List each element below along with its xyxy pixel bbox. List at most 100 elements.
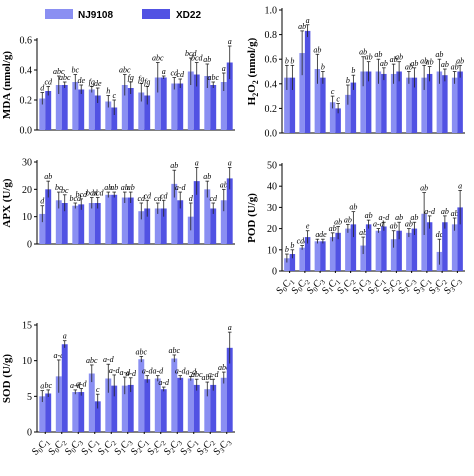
pod-sig-letter: ab [410,213,418,222]
h2o2-sig-letter: ab [441,60,449,69]
pod-sig-letter: ab [334,217,342,226]
apx-bar-xd22 [61,203,68,244]
apx-bar-xd22 [144,208,151,244]
pod-bar-nj9108 [314,241,321,271]
apx-sig-letter: bc [61,186,69,195]
h2o2-bar-xd22 [426,73,433,133]
sod-bar-nj9108 [39,396,46,432]
mda-bar-xd22 [127,88,134,130]
mda-bar-nj9108 [105,101,112,130]
h2o2-sig-letter: ab [451,63,459,72]
pod-xtick-label: S3C2 [427,275,449,297]
sod-sig-letter: c [96,385,100,394]
h2o2-sig-letter: ab [359,48,367,57]
sod-ytick-label: 5 [27,392,32,403]
apx-sig-letter: cd [209,194,218,203]
pod-xtick-label: S2C2 [381,275,403,297]
mda-sig-letter: abc [207,73,219,82]
apx-sig-letter: cd [137,194,146,203]
pod-xtick-label: S1C1 [320,275,342,297]
mda-bar-nj9108 [121,85,128,130]
sod-bar-nj9108 [220,377,227,432]
sod-xtick-label: S0C1 [30,436,52,458]
h2o2-bar-xd22 [304,30,311,133]
h2o2-sig-letter: ab [390,55,398,64]
apx-ytick-label: 10 [22,212,32,223]
h2o2-bar-nj9108 [390,73,397,133]
apx-bar-xd22 [94,203,101,244]
h2o2-bar-xd22 [320,77,326,133]
mda-sig-letter: fg [89,78,95,87]
mda-bar-nj9108 [88,89,95,130]
h2o2-sig-letter: c [336,94,340,103]
mda-bar-xd22 [45,91,52,130]
pod-ytick-label: 20 [267,224,277,235]
mda-sig-letter: c [112,91,116,100]
pod-sig-letter: ab [349,203,357,212]
h2o2-bar-nj9108 [360,71,366,133]
sod-sig-letter: a-d [125,369,137,378]
apx-bar-nj9108 [171,183,178,244]
mda-sig-letter: bc [71,66,79,75]
pod-sig-letter: e [306,222,310,231]
mda-sig-letter: fg [128,73,134,82]
sod-sig-letter: abc [168,346,180,355]
sod-sig-letter: a-d [175,367,187,376]
sod-bar-nj9108 [105,378,112,432]
apx-ytick-label: 20 [22,185,32,196]
sod-sig-letter: a-d [152,367,164,376]
apx-sig-letter: cd [154,194,163,203]
pod-sig-letter: b [285,245,289,254]
h2o2-sig-letter: ab [420,56,428,65]
sod-bar-xd22 [61,344,68,432]
apx-bar-nj9108 [121,197,128,244]
sod-sig-letter: abc [86,356,98,365]
pod-ytick-label: 50 [267,161,277,172]
h2o2-sig-letter: ab [365,53,373,62]
pod-xtick-label: S0C3 [305,275,327,297]
pod-sig-letter: ab [395,213,403,222]
sod-sig-letter: a-d [53,351,65,360]
sod-bar-xd22 [193,384,200,432]
pod-sig-letter: a [458,181,462,190]
pod-bar-xd22 [411,228,418,271]
pod-sig-letter: dc [436,230,444,239]
h2o2-ytick-label: 0.0 [265,129,278,140]
mda-sig-letter: cd [176,70,185,79]
pod-ytick-label: 10 [267,245,277,256]
h2o2-ytick-label: 0.2 [265,104,278,115]
apx-bar-nj9108 [88,203,95,244]
pod-xtick-label: S0C1 [274,275,296,297]
h2o2-sig-letter: b [290,56,294,65]
apx-sig-letter: bcd [92,189,105,198]
mda-ytick-label: 0.2 [20,96,33,107]
mda-sig-letter: fg [138,75,144,84]
pod-sig-letter: b [290,241,294,250]
mda-bar-xd22 [111,107,118,130]
mda-sig-letter: bcd [185,49,198,58]
pod-sig-letter: a [315,230,319,239]
apx-bar-nj9108 [154,208,161,244]
pod-sig-letter: ab [344,215,352,224]
legend-label-xd22: XD22 [176,10,201,21]
sod-bar-nj9108 [187,378,194,432]
mda-sig-letter: abc [152,54,164,63]
h2o2-sig-letter: ab [380,59,388,68]
apx-bar-xd22 [210,208,217,244]
apx-ylabel: APX (U/g) [1,178,13,228]
h2o2-sig-letter: ab [298,22,306,31]
pod-bar-nj9108 [284,258,290,271]
apx-sig-letter: ab [170,161,178,170]
mda-sig-letter: abc [53,67,65,76]
mda-sig-letter: abc [119,66,131,75]
sod-bar-nj9108 [204,389,211,432]
h2o2-sig-letter: b [346,76,350,85]
h2o2-bar-xd22 [411,77,418,133]
mda-bar-xd22 [94,95,101,130]
apx-sig-letter: d [40,197,45,206]
h2o2-sig-letter: ab [426,58,434,67]
sod-xtick-label: S2C3 [162,436,184,458]
